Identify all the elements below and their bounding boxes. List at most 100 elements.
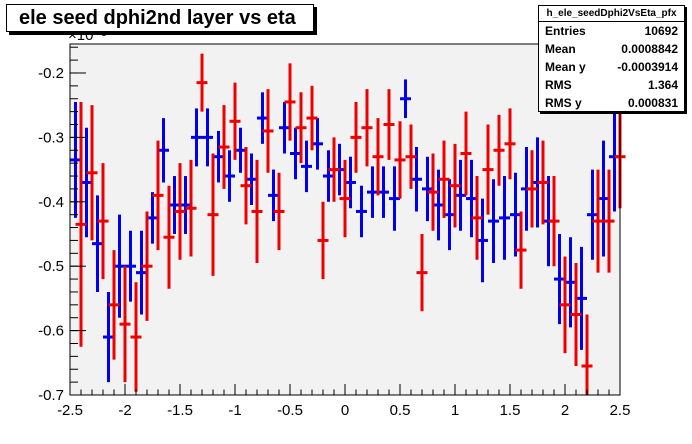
chart-title: ele seed dphi2nd layer vs eta [6,4,314,32]
data-point [125,230,136,302]
data-point [603,169,615,273]
data-point [592,169,604,273]
data-point [86,105,98,241]
data-point [213,130,224,183]
data-point [295,92,307,164]
data-point [570,262,582,367]
y-tick-label: -0.5 [38,258,64,275]
data-point [301,140,312,193]
stats-box: h_ele_seedDphi2VsEta_pfx Entries 10692 M… [538,5,685,112]
x-tick-label: -0.5 [277,402,303,419]
data-point [548,176,560,267]
data-point [416,233,428,312]
data-point [515,211,527,289]
data-point [372,118,384,196]
data-point [92,195,103,292]
data-point [433,169,444,241]
data-point [350,101,362,173]
data-point [312,118,323,170]
stats-value: -0.0003914 [617,60,678,74]
data-point [565,237,576,328]
data-point [97,163,109,280]
data-point [251,159,263,263]
x-tick-label: 0.5 [390,402,411,419]
x-tick-label: 1 [451,402,459,419]
data-point [70,101,81,218]
y-tick-label: -0.4 [38,194,64,211]
data-point [114,214,125,318]
axes-group: -2.5 -2 -1.5 -1 -0.5 0 0.5 1 1.5 2 2.5 -0.7 -0.6 -0.5… [38,43,630,419]
data-point [444,179,455,251]
x-tick-label: -1 [228,402,241,419]
data-point [383,89,395,160]
data-point [504,108,516,180]
stats-label: Mean y [545,60,586,74]
data-point [598,140,609,257]
data-point [218,105,230,189]
data-point [482,124,494,215]
data-point [477,198,488,283]
data-point [81,127,92,238]
x-tick-label: -2.5 [57,402,83,419]
data-point [427,153,439,231]
data-point [180,176,191,234]
data-point [554,233,565,325]
data-point [400,79,411,119]
x-tick-label: -2 [118,402,131,419]
data-point [576,246,587,350]
stats-label: RMS y [545,96,582,110]
data-point [130,282,142,392]
data-point [328,137,340,202]
data-point [290,127,301,180]
x-tick-label: -1.5 [167,402,193,419]
data-point [141,211,153,321]
stats-row-rms: RMS 1.364 [539,76,684,94]
series-red-group [75,53,626,395]
data-point [158,118,169,183]
stats-value: 10692 [644,24,678,38]
data-point [103,291,114,383]
data-point [356,185,367,238]
stats-value: 0.000831 [627,96,678,110]
data-point [405,124,417,189]
data-point [169,176,180,234]
data-point [174,163,186,260]
stats-row-entries: Entries 10692 [539,22,684,40]
stats-value: 0.0008842 [621,42,678,56]
data-point [306,85,318,151]
data-point [455,159,466,231]
stats-label: Mean [545,42,576,56]
data-point [235,127,246,173]
stats-label: Entries [545,24,586,38]
y-tick-label: -0.3 [38,129,64,146]
data-point [488,179,499,263]
x-tick-label: 2 [561,402,569,419]
data-point [466,159,477,238]
data-point [229,82,241,160]
data-point [257,92,268,144]
data-point [339,159,351,238]
data-point [323,150,334,202]
data-point [317,201,329,280]
data-point [422,156,433,222]
x-tick-label: 0 [341,402,349,419]
data-point [136,230,147,315]
data-point [394,121,406,199]
data-point [559,256,571,354]
data-point [119,266,131,383]
data-point [499,176,510,260]
data-point [367,166,378,218]
data-point [471,176,483,260]
data-point [262,89,274,173]
data-point [537,140,549,225]
data-point [273,172,285,251]
data-point [108,250,120,360]
data-point [361,89,373,167]
data-point [185,159,197,257]
stats-row-mean: Mean 0.0008842 [539,40,684,58]
stats-value: 1.364 [647,78,678,92]
data-point [163,185,175,289]
data-point [493,114,505,186]
data-point [202,108,213,167]
data-point [449,143,461,228]
